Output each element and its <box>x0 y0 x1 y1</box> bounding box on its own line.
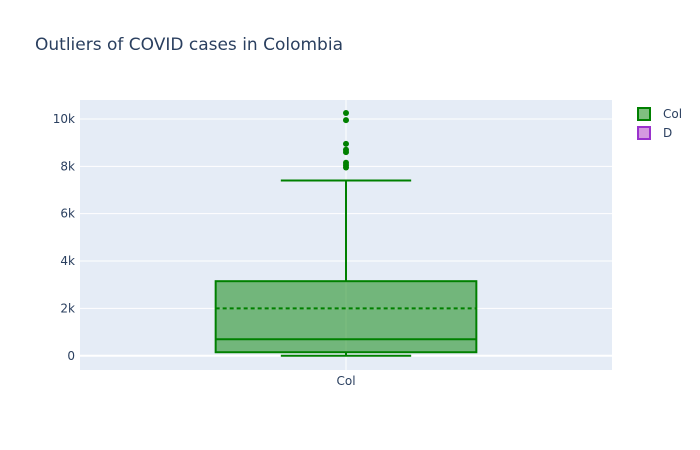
x-axis-ticks: Col <box>336 374 355 388</box>
legend: Col D <box>637 107 682 140</box>
x-tick-label: Col <box>336 374 355 388</box>
outlier-point <box>343 117 349 124</box>
outlier-point <box>343 146 349 153</box>
outlier-point <box>343 140 349 147</box>
y-axis-ticks: 0 2k 4k 6k 8k 10k <box>53 112 75 363</box>
legend-swatch <box>637 107 651 121</box>
y-tick-label: 2k <box>60 301 75 315</box>
outlier-point <box>343 110 349 117</box>
legend-label: Col <box>663 107 682 121</box>
y-tick-label: 10k <box>53 112 75 126</box>
y-tick-label: 8k <box>60 159 75 173</box>
y-tick-label: 6k <box>60 207 75 221</box>
y-tick-label: 4k <box>60 254 75 268</box>
legend-swatch <box>637 126 651 140</box>
chart-title: Outliers of COVID cases in Colombia <box>35 35 343 55</box>
outlier-point <box>343 159 349 166</box>
y-tick-label: 0 <box>67 349 75 363</box>
boxes <box>214 110 478 357</box>
legend-label: D <box>663 126 672 140</box>
box-iqr <box>214 280 478 354</box>
